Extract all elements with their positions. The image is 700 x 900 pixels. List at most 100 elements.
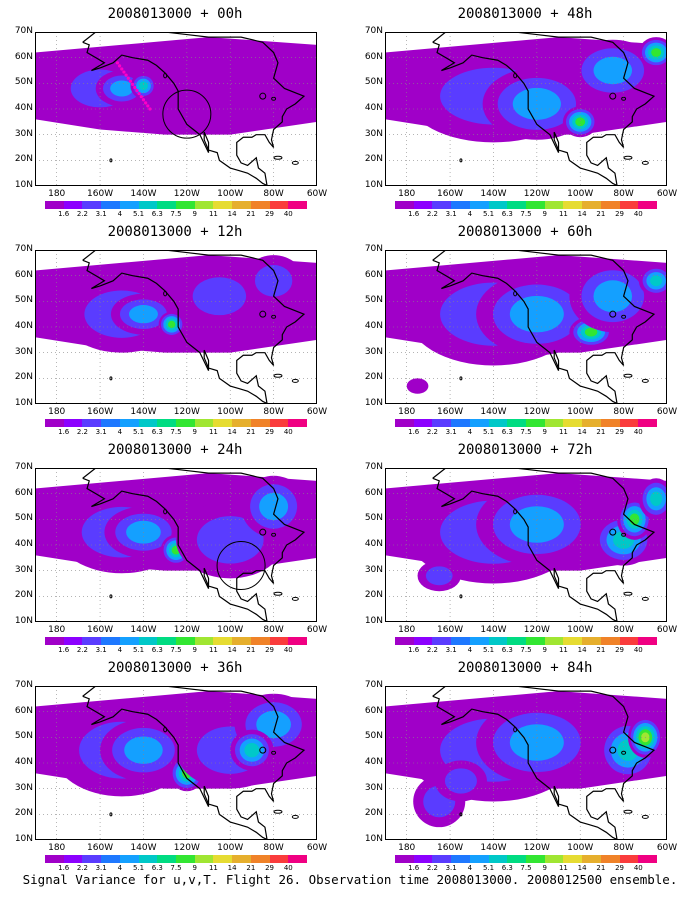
colorbar-label: 40 — [633, 864, 643, 872]
verification-circle — [162, 89, 212, 139]
panel-title: 2008013000 + 12h — [107, 224, 243, 240]
flight-track-point — [135, 88, 139, 93]
lon-tick-label: 60W — [656, 407, 678, 417]
colorbar-swatch — [288, 637, 308, 645]
colorbar-swatch — [507, 201, 527, 209]
coastline — [513, 726, 518, 733]
colorbar-label: 40 — [283, 864, 293, 872]
colorbar-swatch — [432, 637, 452, 645]
lat-tick-label: 40N — [14, 321, 33, 331]
lon-tick-label: 180 — [398, 407, 416, 417]
colorbar-swatch — [213, 419, 233, 427]
map-panel: 2008013000 + 00h 70N 60N 50N 40N 30N 20N 10N 180… — [0, 0, 350, 218]
lat-tick-label: 30N — [14, 128, 33, 139]
colorbar-label: 14 — [227, 428, 237, 436]
map-frame — [385, 250, 667, 404]
colorbar-swatch — [138, 855, 158, 863]
lat-tick-label: 10N — [364, 398, 383, 408]
coastline — [621, 750, 627, 755]
lat-tick-label: 60N — [14, 269, 33, 280]
lat-tick-label: 30N — [14, 782, 33, 793]
lon-tick-label: 160W — [437, 625, 464, 635]
colorbar-label: 29 — [265, 210, 275, 218]
colorbar-swatch — [288, 419, 308, 427]
panel-title: 2008013000 + 24h — [107, 442, 243, 458]
colorbar-swatch — [82, 419, 102, 427]
colorbar-swatch — [194, 855, 214, 863]
colorbar-label: 2.2 — [426, 864, 438, 872]
lon-tick-label: 120W — [523, 189, 550, 199]
lon-tick-label: 80W — [613, 625, 634, 635]
colorbar-label: 3.1 — [445, 210, 457, 218]
flight-track-point — [124, 73, 128, 77]
lon-tick-label: 120W — [523, 625, 550, 635]
colorbar-swatch — [63, 201, 83, 209]
lat-tick-label: 30N — [364, 346, 383, 357]
colorbar-swatch — [638, 855, 658, 863]
colorbar — [395, 637, 658, 645]
lat-tick-label: 10N — [364, 616, 383, 626]
colorbar-label: 1.6 — [408, 428, 420, 436]
coastline — [163, 72, 168, 79]
colorbar-label: 4 — [117, 864, 123, 872]
colorbar-label: 29 — [615, 864, 625, 872]
flight-track-point — [148, 107, 152, 111]
colorbar-label: 2.2 — [426, 210, 438, 218]
panel-title: 2008013000 + 36h — [107, 660, 243, 676]
colorbar-label: 9 — [542, 428, 547, 436]
colorbar-label: 21 — [596, 210, 606, 218]
colorbar-label: 11 — [558, 428, 568, 436]
colorbar-swatch — [194, 419, 214, 427]
lat-tick-label: 50N — [14, 731, 33, 742]
lon-tick-label: 140W — [130, 407, 157, 417]
coastline — [259, 746, 267, 754]
contour-map — [35, 32, 317, 186]
lat-tick-label: 70N — [364, 26, 383, 36]
lon-tick-label: 160W — [87, 843, 114, 853]
colorbar-label: 21 — [596, 428, 606, 436]
colorbar-label: 21 — [596, 646, 606, 654]
variance-contour — [651, 48, 662, 57]
colorbar-label: 14 — [577, 646, 587, 654]
colorbar-swatch — [488, 419, 508, 427]
lat-tick-label: 20N — [14, 808, 33, 819]
colorbar-swatch — [45, 201, 64, 209]
colorbar — [395, 855, 658, 863]
colorbar-label: 7.5 — [520, 646, 532, 654]
colorbar-label: 7.5 — [170, 864, 182, 872]
colorbar-swatch — [451, 201, 470, 209]
flight-track-point — [126, 76, 130, 80]
panel-title: 2008013000 + 72h — [457, 442, 593, 458]
colorbar-swatch — [194, 201, 214, 209]
colorbar-swatch — [101, 637, 120, 645]
lon-tick-label: 80W — [613, 407, 634, 417]
flight-track-point — [115, 61, 120, 65]
coastline — [513, 290, 518, 297]
colorbar-label: 9 — [542, 646, 547, 654]
colorbar-label: 29 — [615, 210, 625, 218]
coastline — [432, 468, 656, 622]
colorbar-label: 1.6 — [58, 864, 70, 872]
coastline — [163, 290, 168, 297]
colorbar-swatch — [469, 419, 489, 427]
colorbar-label: 2.2 — [76, 210, 88, 218]
lat-tick-label: 30N — [14, 564, 33, 575]
colorbar-label: 1.6 — [58, 210, 70, 218]
colorbar-swatch — [82, 637, 102, 645]
verification-circle — [216, 541, 266, 591]
colorbar-swatch — [101, 201, 120, 209]
colorbar-label: 4 — [117, 210, 123, 218]
colorbar-label: 11 — [208, 864, 218, 872]
colorbar-label: 9 — [192, 646, 197, 654]
colorbar-label: 5.1 — [132, 646, 145, 654]
lat-tick-label: 70N — [364, 244, 383, 254]
variance-contour — [138, 81, 148, 91]
colorbar-label: 2.2 — [76, 646, 88, 654]
colorbar-swatch — [451, 637, 470, 645]
coastline — [459, 812, 463, 817]
lat-tick-label: 40N — [364, 539, 383, 549]
colorbar-label: 4 — [117, 428, 123, 436]
colorbar-swatch — [600, 855, 620, 863]
variance-contour — [244, 743, 260, 758]
colorbar — [45, 855, 308, 863]
